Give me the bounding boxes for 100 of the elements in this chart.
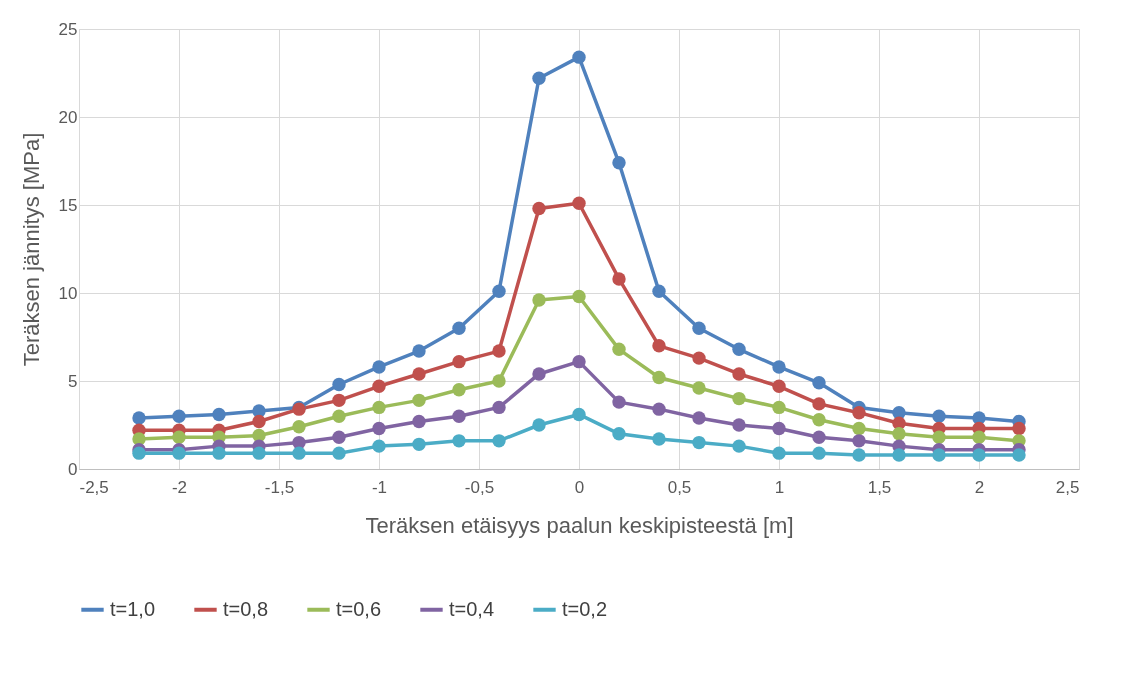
- x-tick-label: 1,5: [867, 477, 892, 497]
- point: [292, 420, 306, 434]
- point: [732, 418, 746, 432]
- point: [372, 421, 386, 436]
- point: [972, 430, 986, 445]
- point: [1012, 448, 1026, 462]
- point: [692, 321, 706, 335]
- point: [852, 421, 866, 436]
- point: [652, 284, 666, 298]
- point: [172, 409, 186, 423]
- point: [372, 400, 386, 415]
- legend-label: t=0,8: [223, 597, 269, 620]
- y-tick-label: 5: [68, 371, 78, 391]
- point: [172, 430, 186, 445]
- point: [572, 196, 586, 210]
- y-tick-label: 10: [58, 283, 78, 303]
- point: [492, 284, 506, 298]
- x-tick-label: 2: [974, 477, 985, 497]
- legend-label: t=0,4: [449, 597, 495, 620]
- point: [132, 446, 146, 460]
- point: [812, 376, 826, 390]
- point: [932, 430, 946, 445]
- point: [852, 434, 866, 448]
- point: [692, 381, 706, 395]
- point: [732, 391, 746, 406]
- point: [492, 344, 506, 358]
- x-tick-label: -1,5: [264, 477, 295, 497]
- point: [572, 289, 586, 304]
- point: [972, 448, 986, 462]
- point: [572, 50, 586, 64]
- x-axis-title: Teräksen etäisyys paalun keskipisteestä [m]: [365, 512, 794, 538]
- point: [412, 393, 426, 408]
- point: [652, 339, 666, 353]
- x-tick-label: 0,5: [667, 477, 692, 497]
- point: [892, 405, 906, 420]
- point: [852, 448, 866, 462]
- x-tick-label: -1: [371, 477, 388, 497]
- point: [932, 448, 946, 462]
- point: [412, 367, 426, 381]
- point: [692, 435, 706, 450]
- y-tick-label: 25: [58, 19, 78, 39]
- point: [732, 342, 746, 357]
- point: [612, 427, 626, 441]
- point: [332, 393, 346, 408]
- point: [772, 360, 786, 374]
- point: [652, 370, 666, 385]
- point: [892, 448, 906, 462]
- point: [772, 446, 786, 460]
- legend-label: t=0,6: [336, 597, 382, 620]
- x-tick-label: -2,5: [79, 477, 109, 497]
- y-tick-label: 15: [58, 195, 78, 215]
- point: [812, 446, 826, 460]
- point: [332, 377, 346, 392]
- point: [612, 342, 626, 357]
- point: [892, 427, 906, 441]
- point: [612, 395, 626, 409]
- point: [612, 156, 626, 170]
- x-tick-label: -0,5: [464, 477, 495, 497]
- x-tick-label: 2,5: [1055, 477, 1080, 497]
- point: [932, 409, 946, 423]
- point: [252, 414, 266, 429]
- point: [532, 367, 546, 381]
- point: [612, 272, 626, 286]
- point: [692, 351, 706, 365]
- point: [452, 409, 466, 423]
- point: [532, 293, 546, 307]
- point: [372, 439, 386, 453]
- point: [532, 71, 546, 85]
- point: [412, 344, 426, 358]
- point: [452, 321, 466, 335]
- point: [212, 446, 226, 460]
- point: [212, 407, 226, 422]
- point: [492, 374, 506, 388]
- point: [332, 409, 346, 423]
- point: [532, 201, 546, 216]
- point: [412, 414, 426, 429]
- point: [412, 437, 426, 452]
- x-tick-label: -2: [171, 477, 188, 497]
- point: [492, 434, 506, 448]
- point: [452, 383, 466, 397]
- point: [732, 367, 746, 381]
- point: [1012, 421, 1026, 436]
- point: [372, 360, 386, 374]
- point: [292, 446, 306, 460]
- point: [772, 400, 786, 415]
- point: [572, 407, 586, 422]
- x-tick-label: 0: [574, 477, 585, 497]
- point: [732, 439, 746, 453]
- point: [252, 446, 266, 460]
- point: [532, 418, 546, 432]
- point: [772, 379, 786, 393]
- point: [812, 397, 826, 411]
- y-tick-label: 20: [58, 107, 78, 127]
- point: [332, 430, 346, 445]
- point: [772, 421, 786, 436]
- y-tick-label: 0: [68, 459, 78, 479]
- legend-label: t=1,0: [110, 597, 156, 620]
- legend-label: t=0,2: [562, 597, 608, 620]
- point: [812, 430, 826, 445]
- point: [132, 411, 146, 425]
